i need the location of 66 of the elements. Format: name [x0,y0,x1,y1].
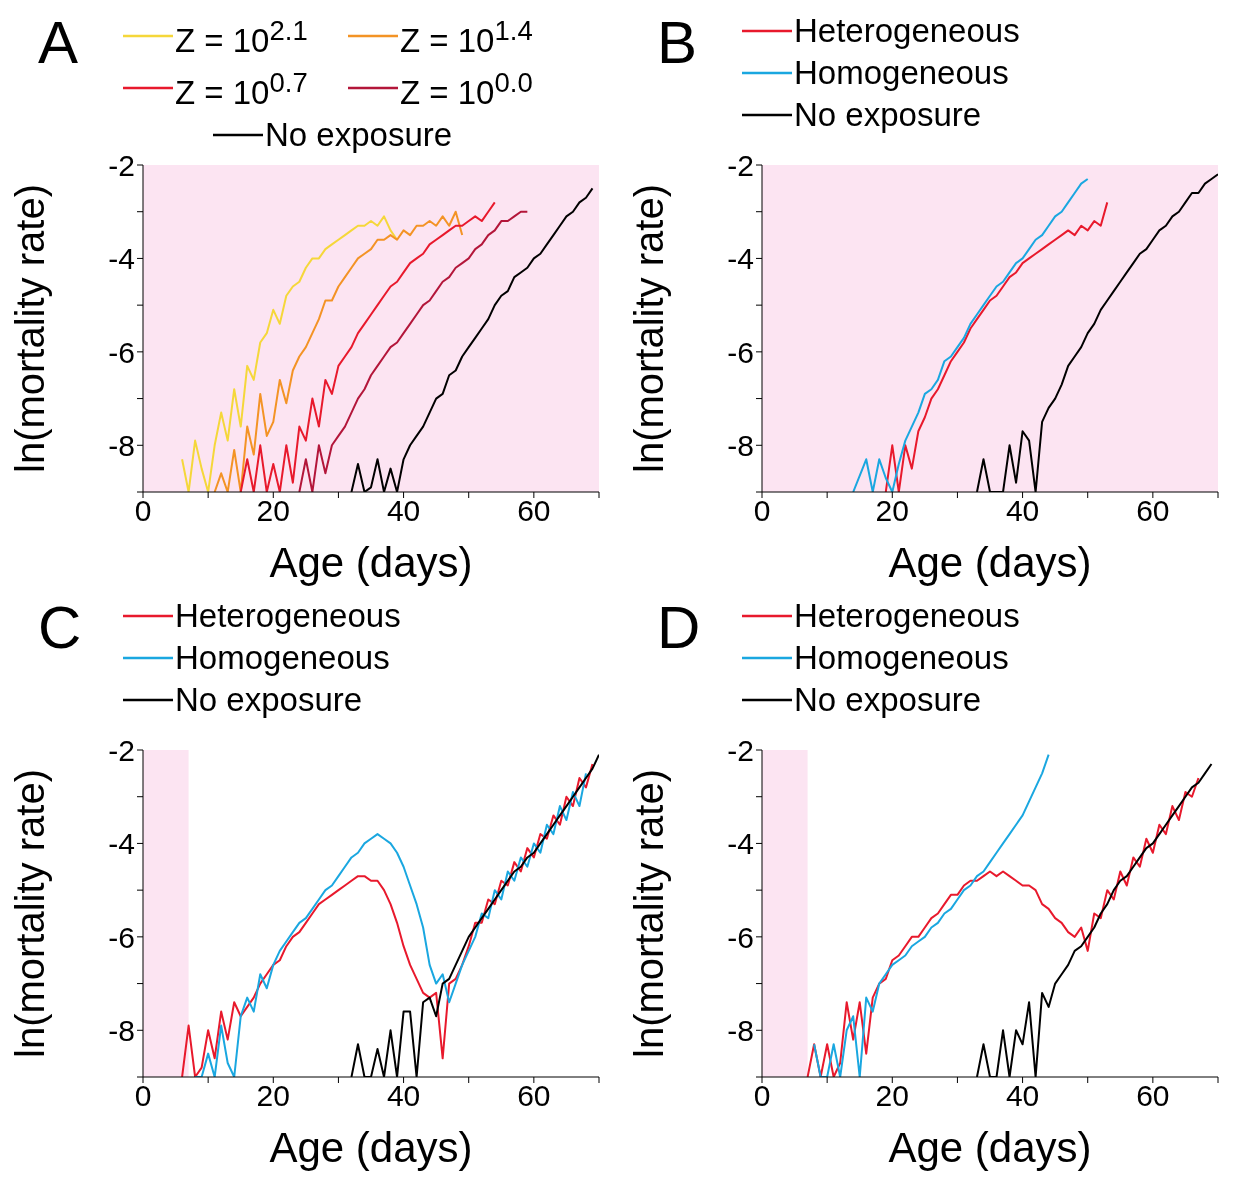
x-axis-title: Age (days) [888,1124,1092,1171]
x-axis-title: Age (days) [888,539,1092,586]
x-tick-label: 40 [386,494,421,528]
legend-label: No exposure [265,115,453,155]
chart-title: D [657,593,701,663]
x-tick-label: 40 [1005,1079,1040,1113]
x-tick-label: 40 [386,1079,421,1113]
line-series [852,178,1089,492]
y-tick-label: -4 [108,827,135,861]
y-tick-label: -2 [108,148,135,182]
y-tick-label: -6 [108,335,135,369]
x-tick-label: 40 [1005,494,1040,528]
x-tick-label: 0 [753,494,771,528]
y-tick-label: -8 [727,1013,754,1047]
x-axis-title: Age (days) [269,1124,473,1171]
x-tick-label: 60 [1136,1079,1170,1113]
legend-label: Homogeneous [794,638,1009,678]
legend-label: No exposure [794,95,982,135]
legend-label: No exposure [175,680,363,720]
legend-label: Z = 10$^{0.0}$ [400,66,533,113]
x-tick-label: 0 [134,494,152,528]
y-tick-label: -8 [108,428,135,462]
y-tick-label: -2 [108,733,135,767]
x-axis-title: Age (days) [269,539,473,586]
y-axis-title: ln(mortality rate) [8,769,53,1058]
y-tick-label: -4 [108,242,135,276]
line-series [181,215,399,492]
x-tick-label: 0 [134,1079,152,1113]
legend-label: Heterogeneous [794,11,1020,51]
legend-label: Homogeneous [794,53,1009,93]
legend-label: No exposure [794,680,982,720]
chart-title: C [38,593,82,663]
chart-title: B [657,8,698,78]
y-tick-label: -4 [727,242,754,276]
legend-label: Homogeneous [175,638,390,678]
y-axis-title: ln(mortality rate) [627,769,672,1058]
x-tick-label: 20 [256,494,290,528]
legend-label: Z = 10$^{1.4}$ [400,14,533,61]
y-tick-label: -6 [108,920,135,954]
legend-label: Heterogeneous [175,596,401,636]
y-tick-label: -2 [727,148,754,182]
chart-title: A [38,8,79,78]
x-tick-label: 60 [1136,494,1170,528]
y-tick-label: -8 [727,428,754,462]
line-series [813,753,1050,1077]
y-tick-label: -2 [727,733,754,767]
line-series [213,210,464,492]
legend-label: Z = 10$^{2.1}$ [175,14,308,61]
x-tick-label: 60 [517,1079,551,1113]
line-series [884,201,1109,492]
x-tick-label: 20 [875,1079,909,1113]
y-tick-label: -4 [727,827,754,861]
x-tick-label: 60 [517,494,551,528]
y-axis-title: ln(mortality rate) [8,184,53,473]
y-tick-label: -8 [108,1013,135,1047]
line-series [239,201,496,492]
line-series [298,210,529,492]
y-tick-label: -6 [727,335,754,369]
y-axis-title: ln(mortality rate) [627,184,672,473]
legend-label: Z = 10$^{0.7}$ [175,66,308,113]
x-tick-label: 20 [256,1079,290,1113]
x-tick-label: 20 [875,494,909,528]
y-tick-label: -6 [727,920,754,954]
legend-label: Heterogeneous [794,596,1020,636]
x-tick-label: 0 [753,1079,771,1113]
line-series [806,777,1200,1077]
